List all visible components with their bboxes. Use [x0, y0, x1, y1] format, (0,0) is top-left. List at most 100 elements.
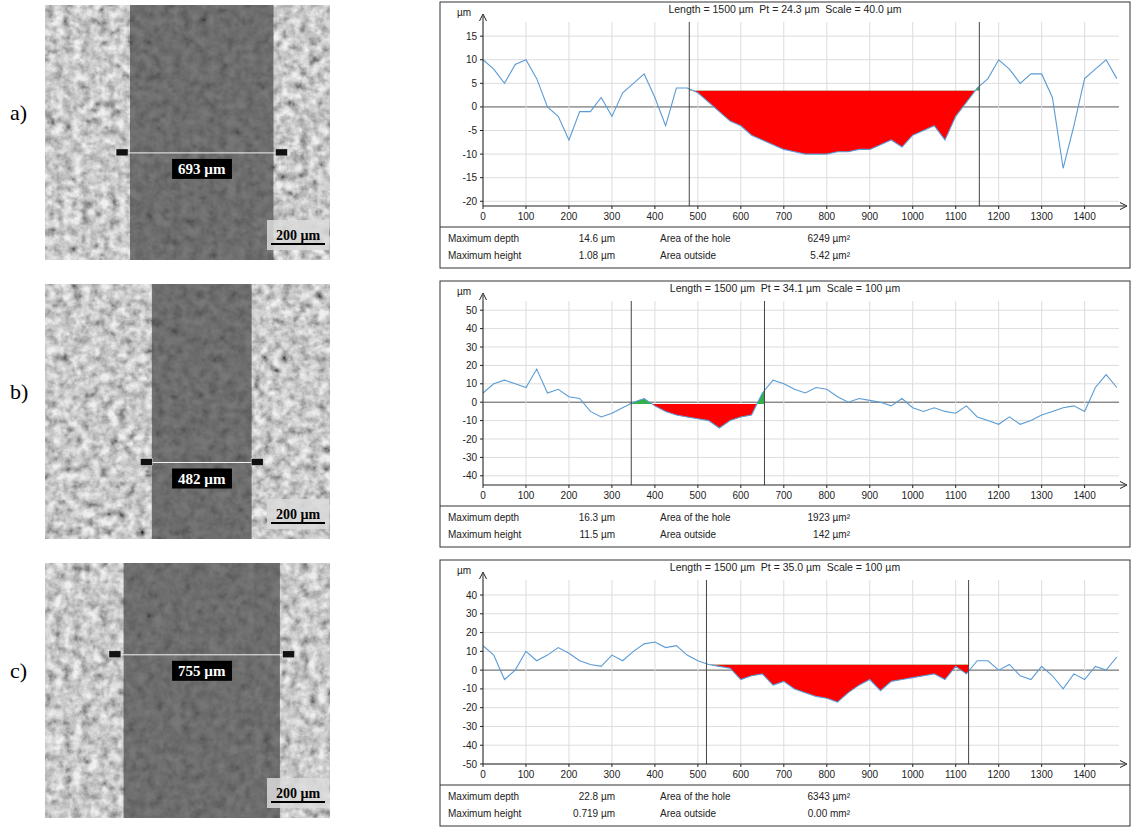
y-axis-label: µm [457, 7, 471, 18]
outside-group [631, 390, 764, 404]
y-tick [480, 383, 483, 384]
y-tick [480, 475, 483, 476]
measure-line [122, 152, 281, 153]
x-tick [697, 764, 698, 767]
y-tick-label: -20 [463, 196, 478, 207]
scale-bar [271, 522, 325, 524]
y-grid-line [483, 201, 1119, 202]
x-axis [483, 206, 1125, 207]
chart-title: Length = 1500 µm Pt = 24.3 µm Scale = 40… [668, 3, 901, 15]
x-tick [826, 485, 827, 488]
x-tick [740, 485, 741, 488]
measure-end [283, 651, 295, 658]
y-tick-label: -30 [463, 452, 478, 463]
x-tick-label: 1100 [945, 769, 967, 780]
y-grid-line [483, 595, 1119, 596]
x-tick [826, 206, 827, 209]
y-tick [480, 310, 483, 311]
y-tick [480, 83, 483, 84]
profile-line [483, 369, 1117, 428]
scale-bar-label: 200 µm [276, 786, 321, 801]
scale-bar [271, 801, 325, 803]
y-tick [480, 130, 483, 131]
x-tick [697, 485, 698, 488]
x-axis [483, 485, 1125, 486]
y-tick-label: -40 [463, 740, 478, 751]
scale-bar-label: 200 µm [276, 507, 321, 522]
x-tick [869, 485, 870, 488]
x-grid-line [955, 580, 956, 764]
y-tick-label: 5 [471, 78, 477, 89]
outside-area [689, 86, 979, 90]
x-tick [783, 764, 784, 767]
x-tick [1041, 764, 1042, 767]
x-grid-line [1084, 580, 1085, 764]
y-tick [480, 726, 483, 727]
x-grid-line [1041, 301, 1042, 485]
x-grid-line [1084, 22, 1085, 206]
outside-group [689, 86, 979, 90]
x-tick-label: 500 [690, 490, 707, 501]
x-tick-label: 1300 [1031, 769, 1054, 780]
x-tick-label: 500 [690, 769, 707, 780]
x-tick-label: 600 [732, 769, 749, 780]
stats-cell: Maximum depth [448, 233, 519, 244]
stats-cell: 142 µm² [813, 529, 851, 540]
wear-track [152, 284, 252, 539]
measure-end [275, 149, 287, 156]
stats-cell: Area outside [660, 808, 717, 819]
x-grid-line [611, 580, 612, 764]
stats-cell: Maximum height [448, 529, 522, 540]
sem-texture [45, 284, 330, 539]
x-tick [525, 485, 526, 488]
x-tick [740, 206, 741, 209]
y-grid-line [483, 457, 1119, 458]
y-grid-line [483, 177, 1119, 178]
x-tick-label: 1000 [902, 769, 925, 780]
x-tick-label: 700 [775, 211, 792, 222]
stats-cell: 1923 µm² [808, 512, 851, 523]
scale-bar [271, 243, 325, 245]
measure-label: 693 µm [178, 161, 226, 177]
y-tick [480, 670, 483, 671]
sem-texture [45, 5, 330, 260]
chart-frame [440, 560, 1130, 826]
x-tick-label: 800 [818, 769, 835, 780]
y-tick [480, 707, 483, 708]
x-tick [740, 764, 741, 767]
x-tick [483, 206, 484, 209]
stats-separator [440, 227, 1130, 228]
x-tick [869, 206, 870, 209]
x-tick-label: 800 [818, 211, 835, 222]
x-tick-label: 1400 [1073, 211, 1096, 222]
y-tick-label: -30 [463, 721, 478, 732]
wear-track [124, 563, 280, 818]
hole-group [706, 664, 968, 702]
x-tick-label: 900 [861, 769, 878, 780]
outside-area [706, 664, 968, 665]
x-tick-label: 600 [732, 211, 749, 222]
cursor-line [764, 301, 765, 485]
x-axis-arrow [1120, 761, 1127, 768]
y-grid-line [483, 365, 1119, 366]
x-tick [998, 764, 999, 767]
chart-title: Length = 1500 µm Pt = 34.1 µm Scale = 10… [670, 282, 901, 294]
y-tick [480, 59, 483, 60]
x-grid-line [998, 580, 999, 764]
measure-end [109, 651, 121, 658]
measure-label-box [172, 469, 232, 489]
stats-cell: Area outside [660, 250, 717, 261]
x-tick [654, 764, 655, 767]
x-tick-label: 300 [604, 211, 621, 222]
x-axis-arrow [1120, 482, 1127, 489]
measure-end [140, 459, 152, 466]
x-tick-label: 800 [818, 490, 835, 501]
measure-label-box [172, 159, 232, 179]
x-tick [912, 485, 913, 488]
x-axis [483, 764, 1125, 765]
x-tick-label: 400 [647, 211, 664, 222]
x-tick-label: 1200 [988, 490, 1011, 501]
outside-group [706, 664, 968, 665]
y-tick-label: -15 [463, 172, 478, 183]
x-axis-arrow [1120, 203, 1127, 210]
